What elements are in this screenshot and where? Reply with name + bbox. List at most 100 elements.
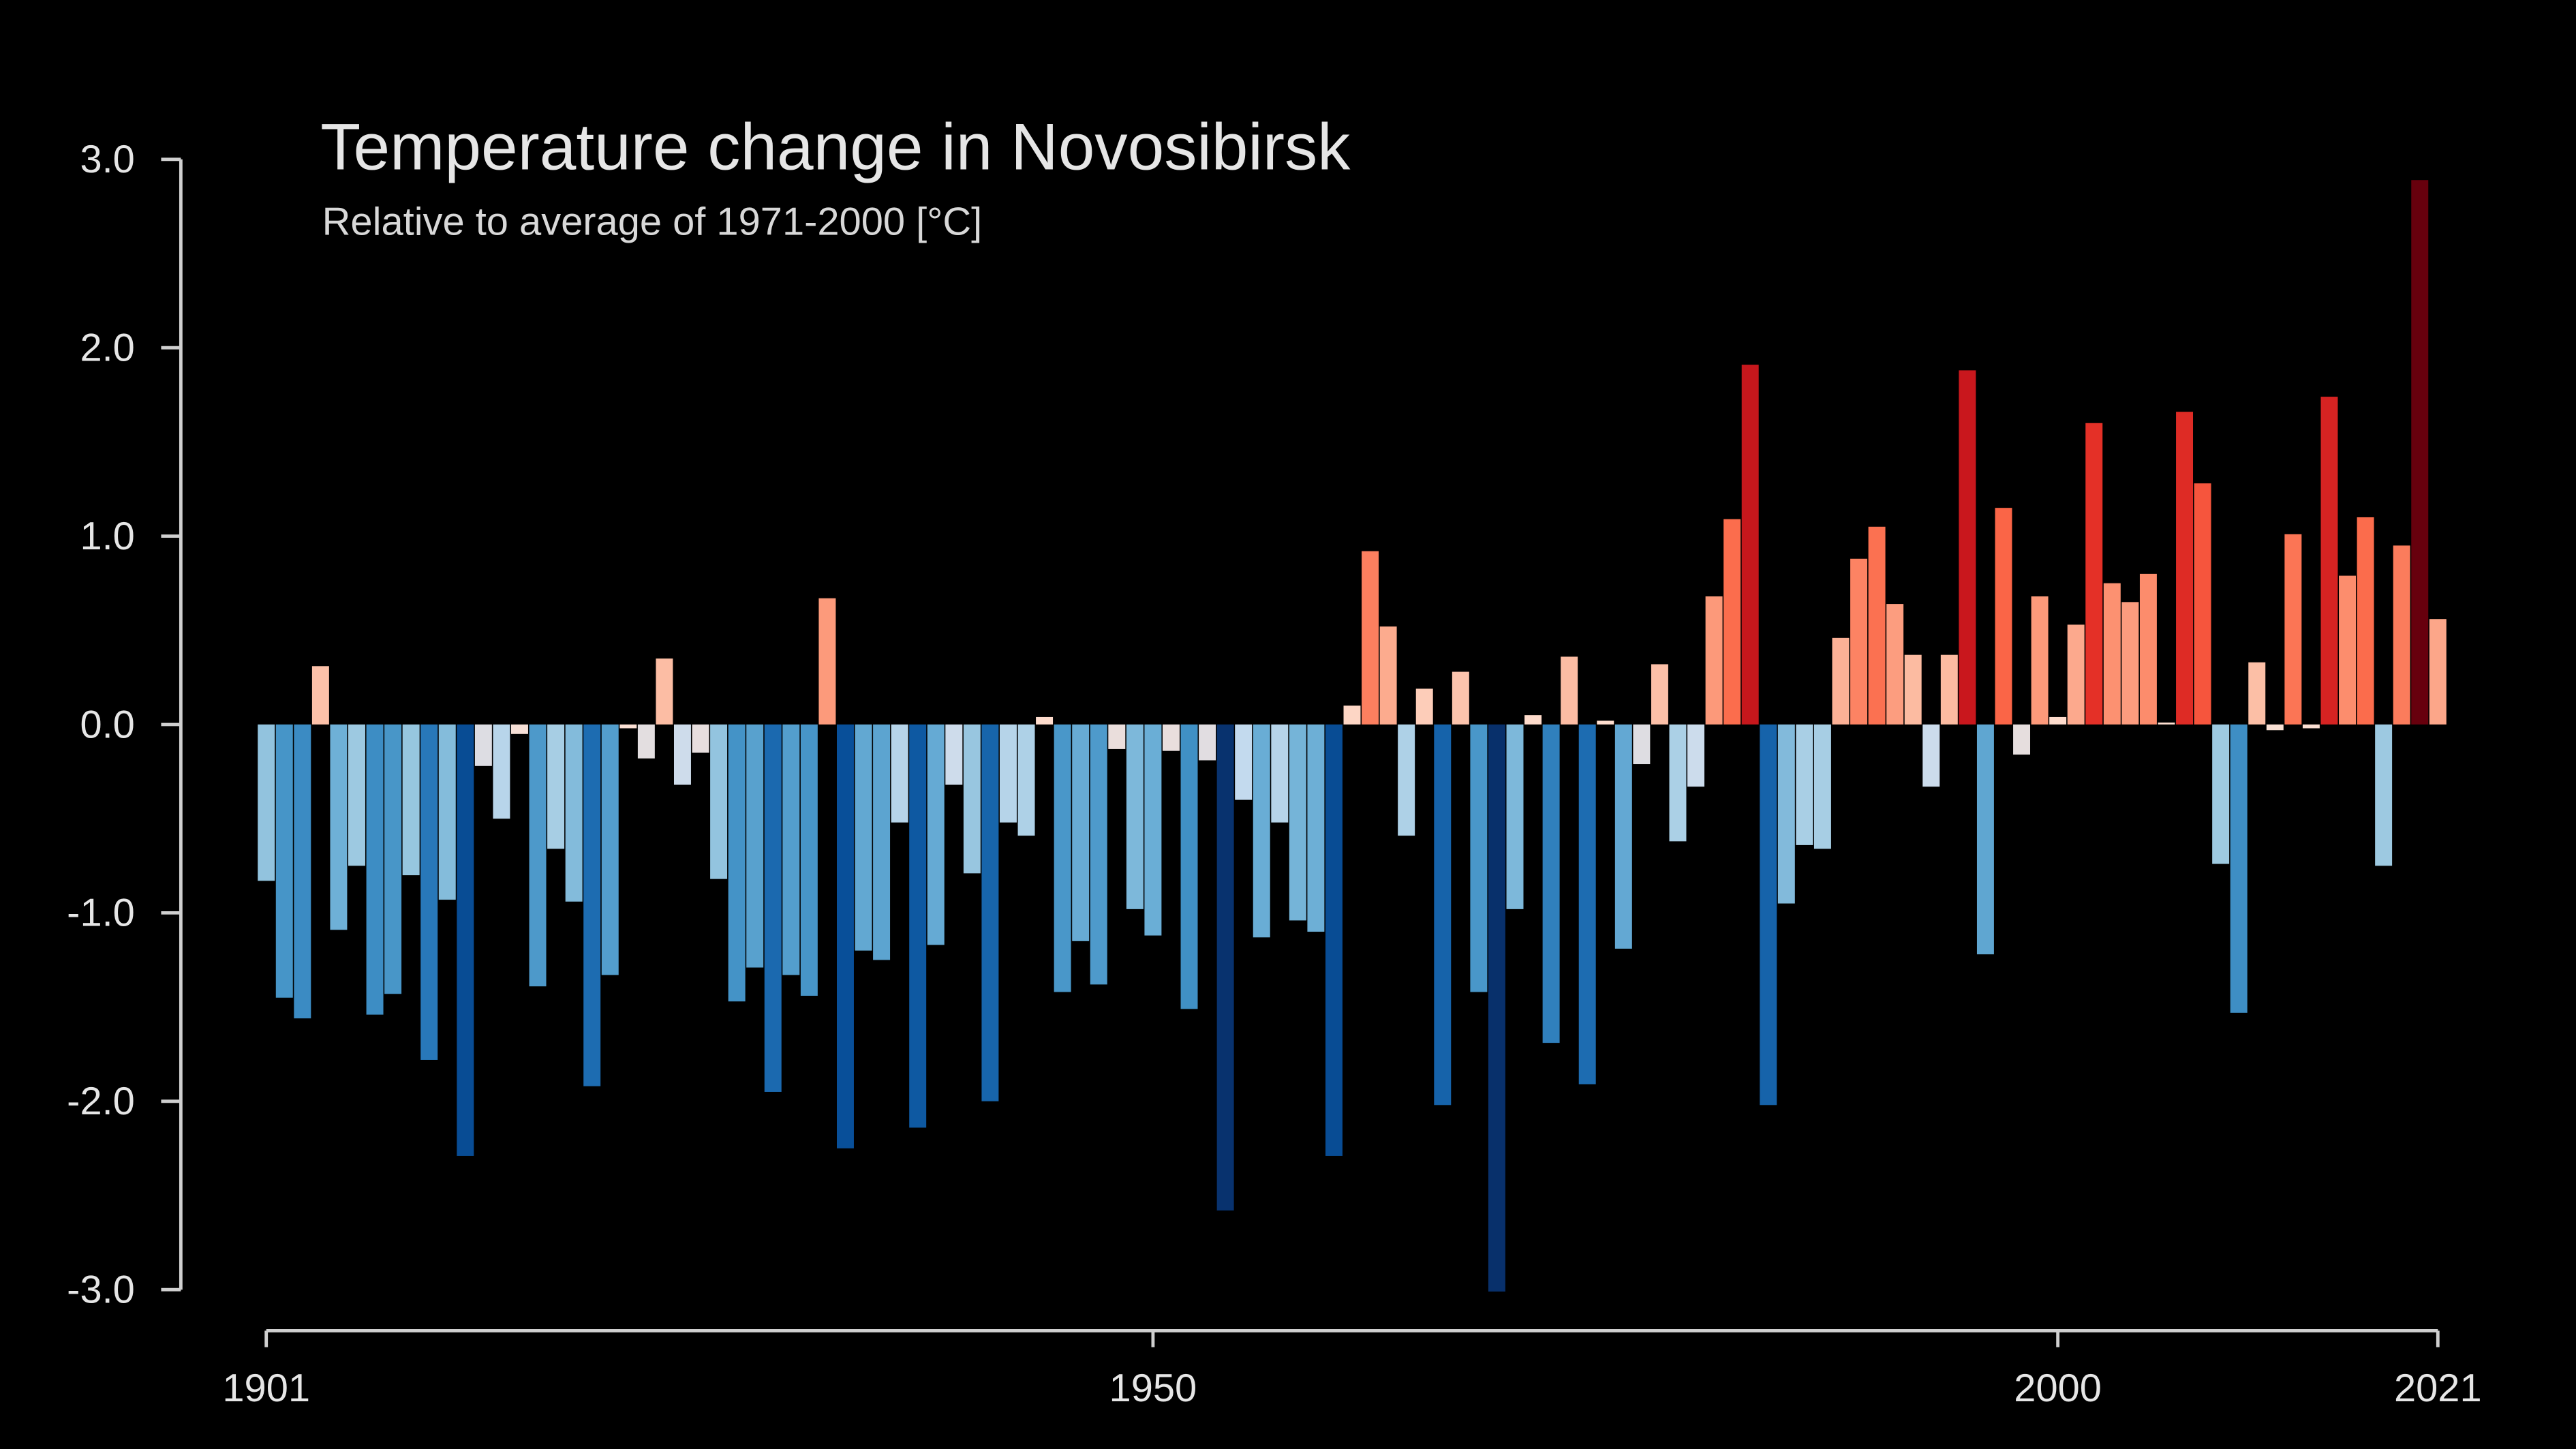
bar bbox=[818, 598, 836, 724]
bar bbox=[873, 724, 891, 960]
bar bbox=[311, 666, 329, 724]
bar bbox=[2429, 619, 2447, 724]
bar bbox=[1922, 724, 1940, 787]
bar bbox=[402, 724, 420, 876]
bar bbox=[1813, 724, 1831, 849]
chart-title: Temperature change in Novosibirsk bbox=[320, 110, 1351, 183]
bar bbox=[945, 724, 963, 785]
bar bbox=[1144, 724, 1162, 936]
bar bbox=[258, 724, 275, 881]
bar bbox=[2357, 517, 2374, 724]
bar bbox=[710, 724, 728, 879]
bar bbox=[1325, 724, 1343, 1156]
bar bbox=[1614, 724, 1632, 949]
bar bbox=[1597, 720, 1614, 724]
bar bbox=[1343, 705, 1361, 724]
bar bbox=[1072, 724, 1090, 941]
bar bbox=[601, 724, 619, 975]
x-tick-label: 2021 bbox=[2394, 1367, 2482, 1410]
bar bbox=[1289, 724, 1306, 921]
bar bbox=[2284, 534, 2302, 724]
bar bbox=[2320, 397, 2338, 724]
bar bbox=[1651, 664, 1668, 724]
y-tick-label: -2.0 bbox=[67, 1080, 135, 1123]
bar bbox=[764, 724, 782, 1092]
bar bbox=[1832, 637, 1850, 724]
bar bbox=[909, 724, 927, 1128]
bar bbox=[1561, 656, 1578, 724]
bar bbox=[746, 724, 764, 968]
bar bbox=[836, 724, 854, 1148]
bar bbox=[1904, 654, 1922, 724]
bar bbox=[656, 658, 673, 724]
bar bbox=[1542, 724, 1560, 1043]
bar bbox=[1162, 724, 1180, 751]
x-tick-label: 1901 bbox=[222, 1367, 310, 1410]
bar bbox=[583, 724, 601, 1086]
bar bbox=[1235, 724, 1253, 800]
bar bbox=[1524, 715, 1542, 724]
bar bbox=[565, 724, 583, 902]
bar bbox=[2194, 483, 2211, 724]
bar bbox=[2248, 662, 2266, 724]
bar bbox=[1723, 519, 1741, 724]
bar bbox=[1578, 724, 1596, 1084]
bar bbox=[1488, 724, 1505, 1292]
y-tick-label: 3.0 bbox=[80, 138, 134, 181]
y-tick-label: -1.0 bbox=[67, 891, 135, 935]
bar bbox=[438, 724, 456, 900]
bar bbox=[1271, 724, 1289, 823]
bar bbox=[2302, 724, 2320, 729]
bar bbox=[2230, 724, 2248, 1013]
bar bbox=[1470, 724, 1488, 992]
bar bbox=[1434, 724, 1452, 1105]
bar bbox=[1995, 508, 2012, 724]
bar bbox=[275, 724, 293, 998]
bar bbox=[1940, 654, 1958, 724]
bar bbox=[999, 724, 1017, 823]
bar bbox=[2176, 412, 2194, 724]
bar bbox=[1216, 724, 1234, 1211]
bar bbox=[420, 724, 438, 1060]
bar bbox=[2339, 575, 2357, 724]
bar bbox=[728, 724, 746, 1002]
bar bbox=[1017, 724, 1035, 836]
bar bbox=[1126, 724, 1144, 909]
bar bbox=[800, 724, 818, 996]
bar bbox=[1669, 724, 1687, 842]
bar bbox=[1850, 558, 1868, 724]
bar bbox=[384, 724, 402, 994]
bar bbox=[2085, 423, 2103, 724]
bar bbox=[2375, 724, 2393, 866]
bar bbox=[1253, 724, 1270, 938]
bar bbox=[294, 724, 311, 1019]
bar bbox=[2067, 624, 2085, 724]
bar bbox=[1705, 596, 1723, 724]
bar bbox=[348, 724, 365, 866]
bar bbox=[1796, 724, 1813, 845]
bar bbox=[1886, 604, 1904, 724]
bar bbox=[2411, 180, 2429, 725]
bar bbox=[1379, 626, 1397, 724]
bar bbox=[2049, 716, 2067, 724]
bar bbox=[1307, 724, 1325, 932]
bar bbox=[1868, 526, 1886, 724]
bar bbox=[457, 724, 474, 1156]
bar bbox=[529, 724, 547, 987]
bar bbox=[1506, 724, 1524, 909]
bar bbox=[2158, 722, 2175, 724]
bar bbox=[1959, 370, 1976, 724]
bar bbox=[330, 724, 348, 930]
bar bbox=[673, 724, 691, 785]
bar bbox=[1362, 551, 1379, 724]
bar bbox=[511, 724, 528, 734]
bar bbox=[637, 724, 655, 759]
bar bbox=[2266, 724, 2284, 731]
y-tick-label: 2.0 bbox=[80, 326, 134, 369]
bar bbox=[1054, 724, 1071, 992]
bar bbox=[474, 724, 492, 766]
bar bbox=[855, 724, 872, 951]
x-tick-label: 1950 bbox=[1109, 1367, 1197, 1410]
bar bbox=[2013, 724, 2031, 755]
bar bbox=[2139, 573, 2157, 724]
